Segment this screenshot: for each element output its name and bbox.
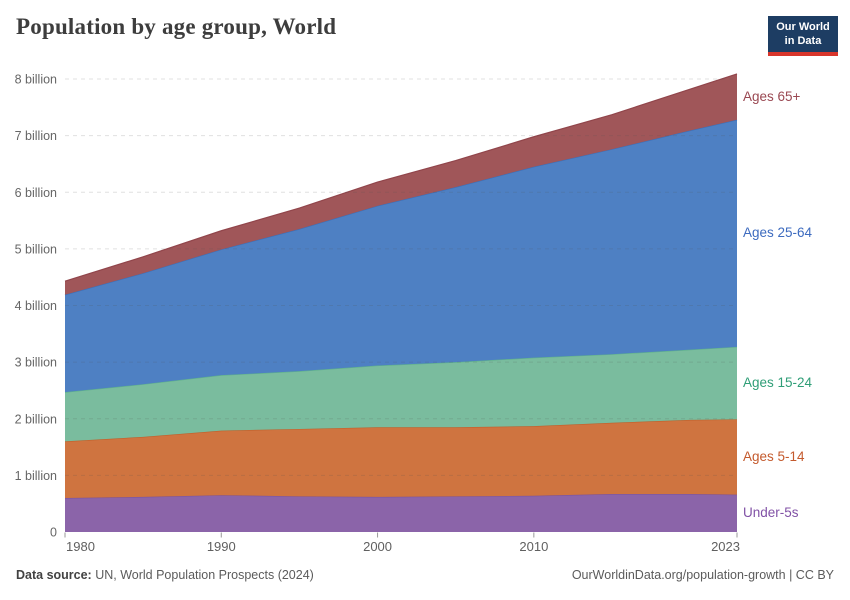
data-source-label: Data source:	[16, 568, 92, 582]
area-under-5s[interactable]	[65, 494, 737, 532]
x-axis-label-1990: 1990	[207, 539, 236, 554]
owid-logo-text: Our World in Data	[768, 16, 838, 52]
legend-label-ages-15-24[interactable]: Ages 15-24	[743, 375, 813, 391]
y-axis-label-0: 0	[50, 526, 57, 540]
y-axis-label-6: 6 billion	[15, 186, 57, 200]
legend-label-ages-65plus[interactable]: Ages 65+	[743, 88, 801, 104]
area-ages-25-64[interactable]	[65, 119, 737, 393]
data-source-text: UN, World Population Prospects (2024)	[91, 568, 314, 582]
area-ages-5-14[interactable]	[65, 419, 737, 499]
y-axis-label-5: 5 billion	[15, 242, 57, 256]
x-axis-label-1980: 1980	[66, 539, 95, 554]
credit-link[interactable]: OurWorldinData.org/population-growth | C…	[571, 568, 834, 582]
area-ages-65[interactable]	[65, 73, 737, 295]
legend-label-under-5s[interactable]: Under-5s	[743, 505, 799, 521]
y-axis-label-4: 4 billion	[15, 299, 57, 313]
data-source-note: Data source: UN, World Population Prospe…	[16, 568, 314, 582]
y-axis-label-7: 7 billion	[15, 129, 57, 143]
y-axis-label-8: 8 billion	[15, 73, 57, 87]
chart-footer: Data source: UN, World Population Prospe…	[16, 568, 834, 582]
x-axis-label-2000: 2000	[363, 539, 392, 554]
x-axis-label-2023: 2023	[711, 539, 740, 554]
owid-logo[interactable]: Our World in Data	[768, 16, 838, 56]
area-top-line-ages-65	[64, 73, 738, 282]
legend-label-ages-25-64[interactable]: Ages 25-64	[743, 225, 813, 241]
owid-logo-line2: in Data	[784, 35, 822, 48]
page-title: Population by age group, World	[16, 14, 337, 39]
y-axis-label-1: 1 billion	[15, 469, 57, 483]
x-axis-label-2010: 2010	[519, 539, 548, 554]
y-axis-label-3: 3 billion	[15, 356, 57, 370]
owid-logo-stripe	[768, 51, 838, 56]
owid-logo-line1: Our World	[776, 21, 830, 33]
y-axis-label-2: 2 billion	[15, 412, 57, 426]
area-ages-15-24[interactable]	[65, 346, 737, 442]
legend-label-ages-5-14[interactable]: Ages 5-14	[743, 448, 805, 464]
